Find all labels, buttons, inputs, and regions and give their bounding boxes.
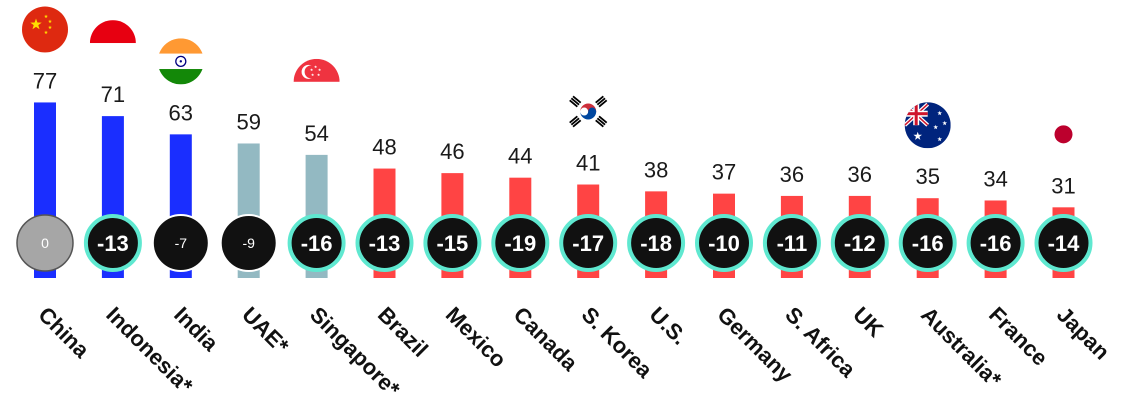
value-label-canada: 44 [508,144,532,169]
category-label-india: India [169,302,224,357]
value-label-japan: 31 [1051,173,1075,198]
value-label-s-korea: 41 [576,151,600,176]
india-flag-icon [157,38,204,85]
value-label-indonesia: 71 [101,82,125,107]
change-label-france: -16 [980,231,1012,256]
change-badge-s-korea: -17 [559,214,618,272]
change-badge-france: -16 [966,214,1025,272]
change-badge-s-africa: -11 [762,214,821,272]
change-label-u-s: -18 [640,231,672,256]
change-label-germany: -10 [708,231,740,256]
change-badge-india: -7 [151,214,210,272]
change-badge-uk: -12 [830,214,889,272]
value-label-singapore: 54 [304,121,328,146]
change-label-india: -7 [175,235,188,251]
change-label-china: 0 [41,235,49,251]
change-badge-brazil: -13 [355,214,414,272]
change-badge-uae: -9 [219,214,278,272]
change-badge-u-s: -18 [627,214,686,272]
indonesia-flag-icon [89,20,136,67]
change-label-japan: -14 [1048,231,1081,256]
change-badge-indonesia: -13 [83,214,142,272]
change-label-brazil: -13 [369,231,401,256]
change-label-mexico: -15 [437,231,469,256]
category-label-china: China [33,302,94,363]
value-label-mexico: 46 [440,139,464,164]
south-korea-flag-icon [565,88,612,135]
category-label-mexico: Mexico [441,302,511,372]
change-badge-singapore: -16 [287,214,346,272]
china-flag-icon [22,6,68,53]
change-label-uk: -12 [844,231,876,256]
value-label-uae: 59 [236,109,260,134]
change-badge-australia: -16 [898,214,957,272]
australia-flag-icon [904,102,951,149]
category-label-s-korea: S. Korea [577,302,658,383]
change-label-singapore: -16 [301,231,333,256]
category-label-uk: UK [848,302,888,342]
category-label-u-s: U.S. [645,302,693,350]
value-label-france: 34 [983,166,1007,191]
change-badge-japan: -14 [1034,214,1093,272]
change-badge-china: 0 [16,214,74,272]
category-label-canada: Canada [509,302,583,376]
change-label-canada: -19 [504,231,536,256]
category-label-france: France [984,302,1053,371]
change-label-australia: -16 [912,231,944,256]
change-badge-germany: -10 [695,214,753,272]
value-label-india: 63 [169,100,193,125]
change-label-indonesia: -13 [97,231,129,256]
change-badge-canada: -19 [491,214,550,272]
japan-flag-icon [1040,111,1087,158]
category-label-japan: Japan [1052,302,1115,365]
value-label-s-africa: 36 [780,162,804,187]
value-label-china: 77 [33,68,57,93]
change-badge-mexico: -15 [423,214,482,272]
value-label-australia: 35 [915,164,939,189]
category-label-brazil: Brazil [373,302,433,362]
category-label-uae: UAE* [237,302,294,359]
value-label-u-s: 38 [644,157,668,182]
value-label-brazil: 48 [372,135,396,160]
singapore-flag-icon [293,58,340,105]
change-label-s-korea: -17 [572,231,604,256]
value-label-germany: 37 [712,160,736,185]
change-label-s-africa: -11 [777,231,808,256]
value-label-uk: 36 [848,162,872,187]
change-label-uae: -9 [242,235,255,251]
